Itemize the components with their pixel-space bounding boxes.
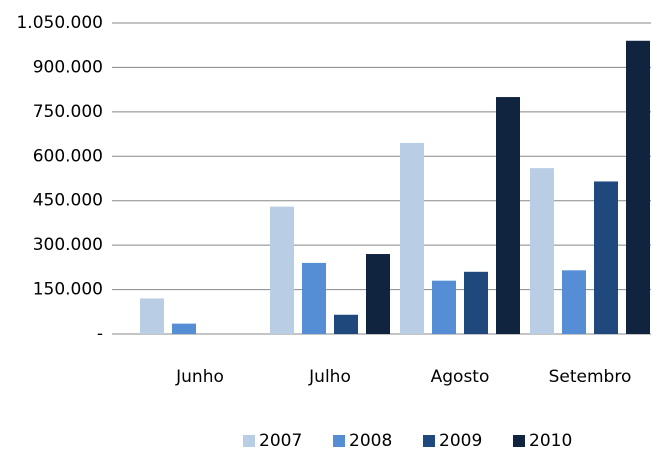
- legend-label: 2008: [349, 431, 392, 451]
- y-tick-label: 450.000: [33, 191, 103, 211]
- x-tick-label: Julho: [308, 367, 351, 387]
- y-tick-label: 150.000: [33, 280, 103, 300]
- bar: [626, 40, 650, 335]
- y-tick-label: 750.000: [33, 102, 103, 122]
- bar: [366, 254, 390, 334]
- x-tick-label: Setembro: [549, 367, 632, 387]
- legend-label: 2007: [259, 431, 302, 451]
- y-tick-label: 600.000: [33, 146, 103, 166]
- legend-label: 2010: [529, 431, 572, 451]
- bar: [270, 206, 294, 334]
- y-tick-label: -: [97, 324, 103, 344]
- bar: [172, 323, 196, 334]
- y-tick-label: 300.000: [33, 235, 103, 255]
- legend-swatch: [513, 435, 525, 447]
- bar: [432, 280, 456, 334]
- y-tick-label: 900.000: [33, 57, 103, 77]
- legend-swatch: [423, 435, 435, 447]
- bar: [562, 270, 586, 334]
- bar: [400, 142, 424, 334]
- x-tick-label: Agosto: [431, 367, 490, 387]
- bar: [464, 271, 488, 334]
- bar: [334, 314, 358, 334]
- legend-label: 2009: [439, 431, 482, 451]
- bar: [530, 168, 554, 334]
- bar: [496, 97, 520, 334]
- x-tick-label: Junho: [175, 367, 224, 387]
- y-tick-label: 1.050.000: [16, 13, 103, 33]
- bar: [302, 262, 326, 334]
- bar: [140, 298, 164, 334]
- bar: [594, 181, 618, 334]
- legend-swatch: [333, 435, 345, 447]
- legend-swatch: [243, 435, 255, 447]
